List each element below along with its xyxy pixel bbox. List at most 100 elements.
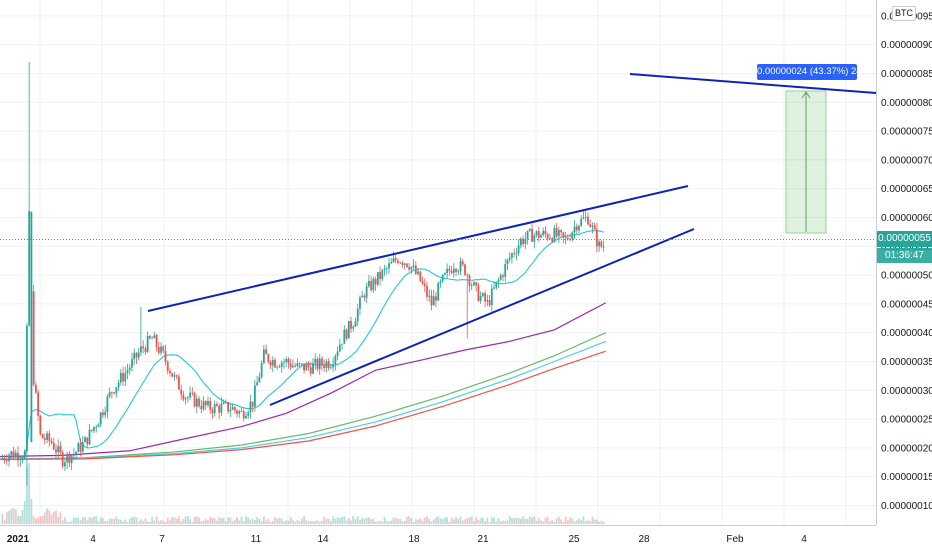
volume-bar [352, 516, 355, 524]
volume-bar [383, 516, 386, 524]
volume-bar [443, 517, 446, 524]
volume-bar [517, 518, 520, 524]
candle-body [90, 429, 93, 431]
candle-body [61, 452, 64, 467]
volume-bar [43, 512, 46, 524]
candle-body [10, 451, 13, 455]
volume-bar [267, 519, 270, 524]
volume-bar [191, 521, 194, 524]
candle-body [323, 365, 326, 368]
candle-body [412, 265, 415, 267]
candle-body [515, 253, 518, 255]
volume-bar [367, 517, 370, 524]
price-range-arrowhead [801, 91, 811, 99]
candle-body [477, 285, 480, 301]
volume-bar [475, 517, 478, 524]
candle-body [258, 376, 261, 383]
candle-body [587, 216, 589, 225]
volume-bar [77, 517, 80, 524]
volume-bar [278, 517, 281, 524]
upper-trendline [147, 185, 689, 312]
volume-bar [497, 518, 500, 524]
candle-body [359, 297, 361, 309]
volume-bar [23, 500, 26, 524]
candle-body [128, 367, 131, 371]
candle-body [580, 218, 583, 226]
volume-bar [459, 516, 462, 524]
candle-body [144, 348, 147, 352]
candle-body [410, 266, 413, 270]
ma-red-line [0, 350, 606, 460]
volume-bar [84, 517, 86, 524]
candle-body [95, 426, 98, 428]
candle-body [432, 296, 435, 306]
volume-bar [566, 520, 569, 524]
candle-body [435, 296, 437, 301]
candle-body [88, 429, 91, 445]
price-tick-label: 0.00000045 [881, 299, 932, 310]
volume-bar [287, 520, 290, 524]
volume-bar [421, 520, 424, 524]
price-tick-label: 0.00000025 [881, 415, 932, 426]
volume-bar [227, 517, 229, 524]
candle-body [280, 362, 283, 368]
candle-body [526, 230, 529, 239]
volume-bar [34, 518, 37, 524]
candle-body [499, 275, 502, 280]
candle-body [475, 282, 478, 286]
volume-bar [486, 517, 489, 524]
volume-bar [207, 520, 209, 524]
volume-bar [587, 520, 589, 524]
candle-body [582, 217, 585, 219]
candle-body [426, 285, 428, 297]
candle-body [591, 225, 594, 227]
volume-bar [490, 517, 493, 524]
volume-bar [39, 516, 42, 524]
candle-body [566, 237, 569, 240]
candle-body [533, 235, 536, 242]
volume-bar [312, 521, 314, 524]
volume-bar [238, 520, 241, 524]
candle-body [578, 225, 580, 231]
volume-bar [356, 516, 359, 524]
candle-body [584, 216, 587, 218]
candle-body [117, 382, 120, 388]
candle-body [1, 458, 4, 460]
volume-bar [117, 519, 120, 524]
price-tick-label: 0.00000080 [881, 98, 932, 109]
candle-body [374, 278, 377, 285]
candle-body [571, 232, 574, 240]
volume-bar [314, 520, 317, 524]
volume-bar [198, 517, 200, 524]
candle-body [110, 391, 113, 393]
candle-body [376, 272, 379, 285]
candle-body [294, 365, 297, 367]
candle-body [34, 384, 37, 393]
volume-bar [10, 509, 13, 524]
candle-body [437, 283, 440, 301]
volume-bar [260, 521, 263, 524]
volume-bar [338, 517, 341, 524]
candle-body [189, 392, 191, 398]
candle-body [155, 335, 158, 347]
volume-bar [602, 521, 605, 524]
candle-body [99, 412, 102, 425]
candle-body [450, 270, 453, 273]
candle-body [224, 401, 227, 403]
candle-body [93, 426, 95, 431]
currency-unit[interactable]: BTC [892, 6, 916, 21]
volume-bar [589, 521, 592, 524]
volume-bar [131, 517, 133, 524]
volume-bar [19, 515, 22, 524]
volume-bar [318, 521, 321, 524]
volume-bar [148, 521, 151, 524]
volume-bar [390, 520, 393, 524]
volume-bar [354, 519, 357, 524]
candle-body [195, 398, 198, 407]
candle-body [457, 271, 460, 273]
candle-body [341, 343, 343, 345]
volume-bar [560, 519, 563, 524]
volume-bar [166, 517, 169, 524]
